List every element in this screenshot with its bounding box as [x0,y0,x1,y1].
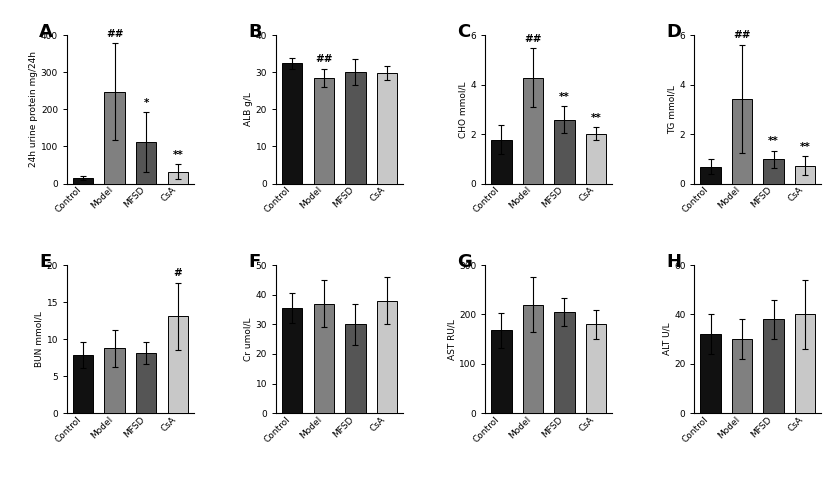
Bar [313,303,334,413]
Text: E: E [39,253,51,271]
Bar [554,312,575,413]
Y-axis label: CHO mmol/L: CHO mmol/L [458,81,468,138]
Text: ##: ## [525,34,541,44]
Bar [282,308,303,413]
Bar [105,348,125,413]
Text: ##: ## [315,54,333,64]
Bar [491,330,512,413]
Bar [763,159,784,183]
Bar [73,178,93,183]
Bar [586,325,607,413]
Y-axis label: AST RU/L: AST RU/L [447,319,456,359]
Bar [523,304,543,413]
Bar [491,140,512,183]
Bar [586,134,607,183]
Text: **: ** [799,142,810,152]
Y-axis label: ALT U/L: ALT U/L [662,323,671,355]
Bar [701,167,721,183]
Bar [105,92,125,183]
Text: A: A [39,23,53,41]
Text: #: # [173,269,182,278]
Text: ##: ## [733,30,751,40]
Text: **: ** [591,113,602,123]
Y-axis label: TG mmol/L: TG mmol/L [668,85,677,134]
Y-axis label: 24h urine protein mg/24h: 24h urine protein mg/24h [29,51,38,167]
Bar [376,73,397,183]
Bar [136,353,157,413]
Bar [554,120,575,183]
Text: H: H [666,253,681,271]
Bar [168,316,188,413]
Bar [732,339,753,413]
Bar [376,300,397,413]
Text: G: G [458,253,473,271]
Text: **: ** [559,92,570,102]
Text: F: F [248,253,261,271]
Text: D: D [666,23,681,41]
Bar [523,78,543,183]
Bar [345,325,365,413]
Text: C: C [458,23,471,41]
Bar [732,99,753,183]
Y-axis label: BUN mmol/L: BUN mmol/L [34,311,44,367]
Bar [701,334,721,413]
Text: B: B [248,23,262,41]
Text: **: ** [768,136,779,146]
Bar [73,355,93,413]
Text: *: * [143,98,149,108]
Bar [136,142,157,183]
Bar [345,72,365,183]
Bar [282,63,303,183]
Bar [168,172,188,183]
Bar [795,314,815,413]
Bar [763,320,784,413]
Bar [313,78,334,183]
Y-axis label: Cr umol/L: Cr umol/L [244,318,253,361]
Text: **: ** [173,150,184,160]
Y-axis label: ALB g/L: ALB g/L [244,92,253,127]
Bar [795,166,815,183]
Text: ##: ## [106,29,123,39]
